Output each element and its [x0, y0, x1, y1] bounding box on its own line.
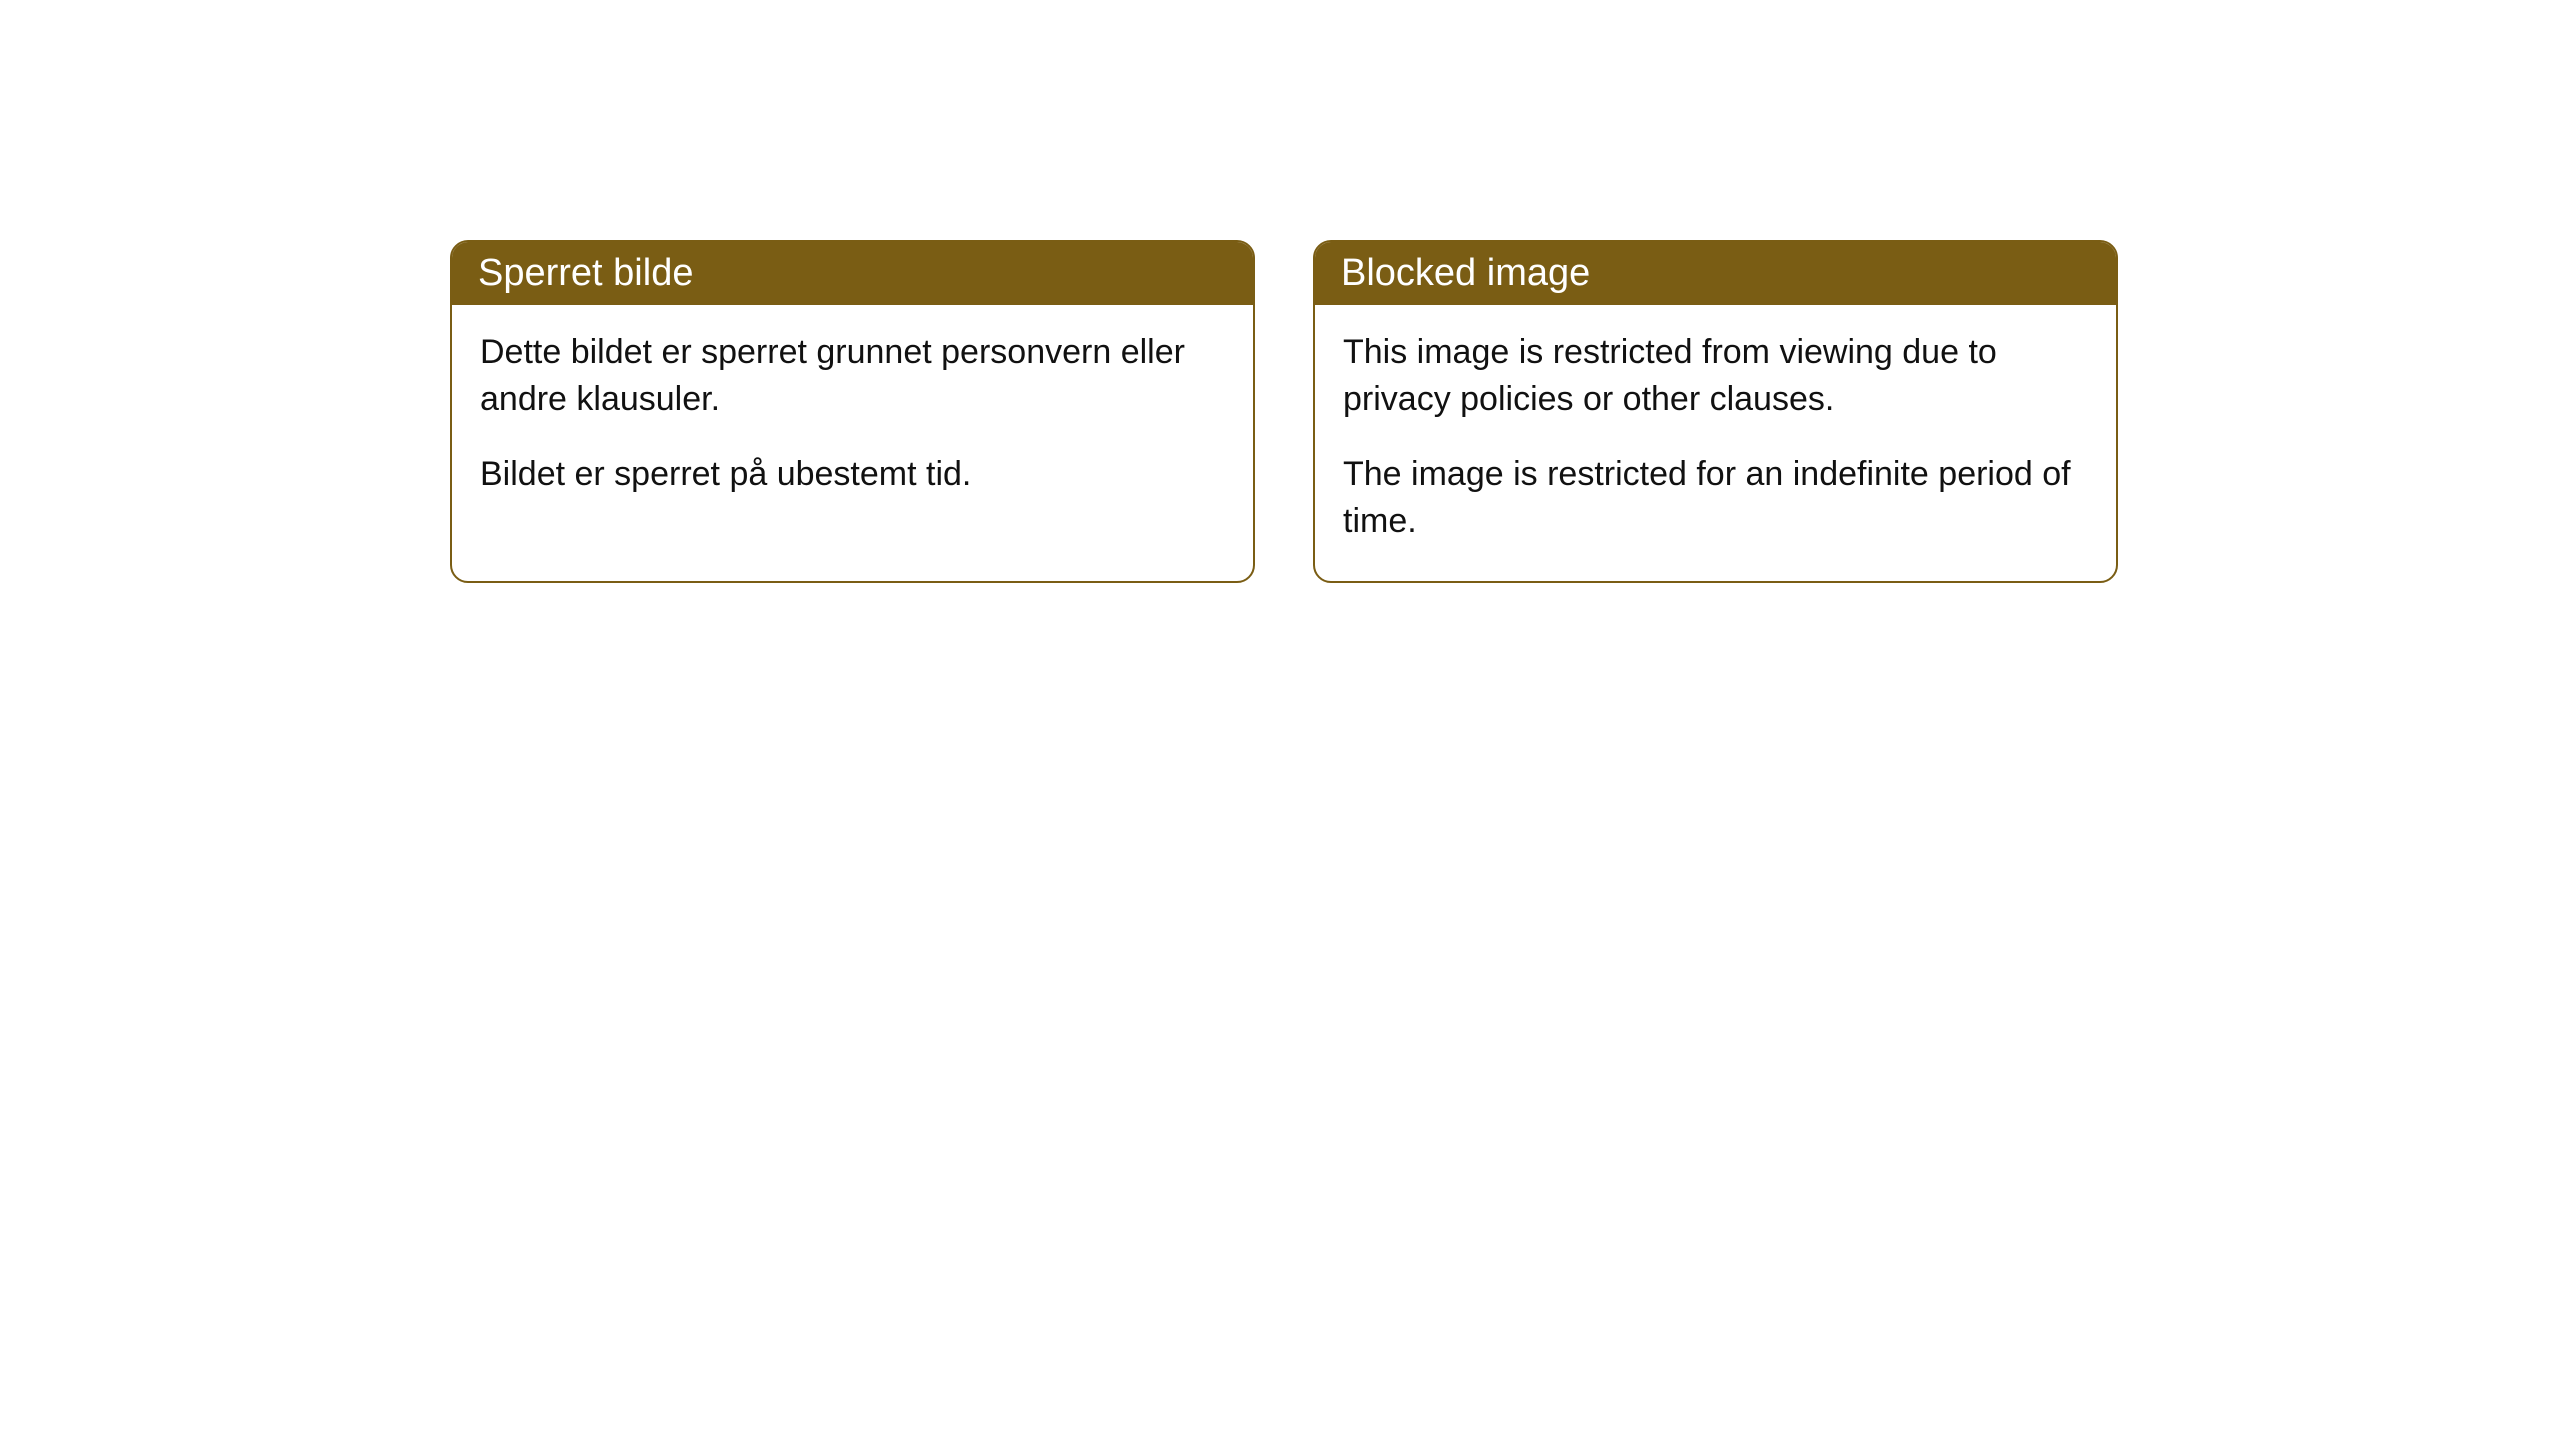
- card-body-norwegian: Dette bildet er sperret grunnet personve…: [452, 305, 1253, 534]
- card-header-english: Blocked image: [1315, 242, 2116, 305]
- notice-card-english: Blocked image This image is restricted f…: [1313, 240, 2118, 583]
- notice-text-english-2: The image is restricted for an indefinit…: [1343, 451, 2088, 545]
- card-body-english: This image is restricted from viewing du…: [1315, 305, 2116, 581]
- notice-text-norwegian-1: Dette bildet er sperret grunnet personve…: [480, 329, 1225, 423]
- card-header-norwegian: Sperret bilde: [452, 242, 1253, 305]
- notice-text-english-1: This image is restricted from viewing du…: [1343, 329, 2088, 423]
- notice-cards-container: Sperret bilde Dette bildet er sperret gr…: [450, 240, 2560, 583]
- notice-card-norwegian: Sperret bilde Dette bildet er sperret gr…: [450, 240, 1255, 583]
- notice-text-norwegian-2: Bildet er sperret på ubestemt tid.: [480, 451, 1225, 498]
